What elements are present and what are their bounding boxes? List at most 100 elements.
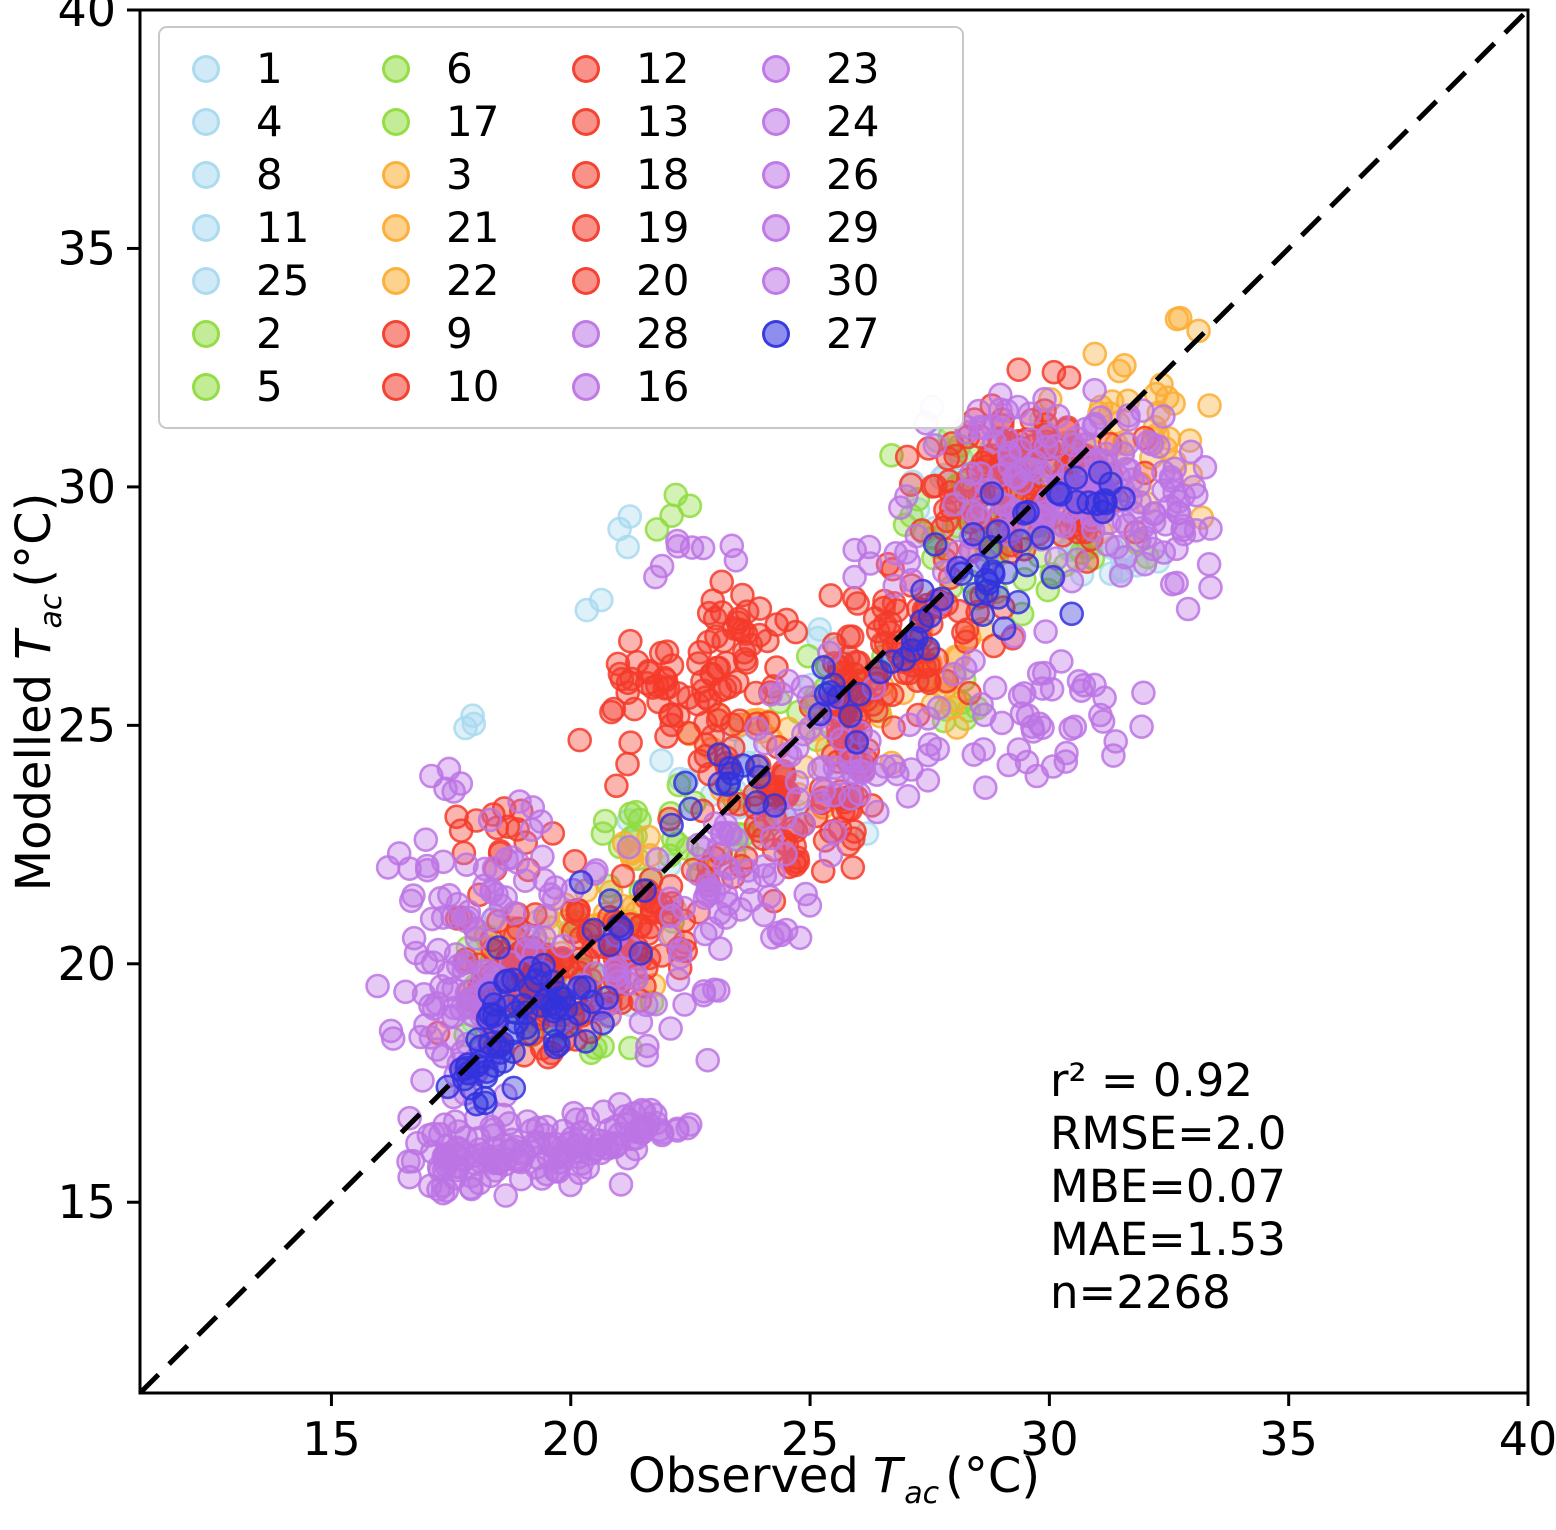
legend-label: 26 <box>826 149 880 199</box>
stats-line: MAE=1.53 <box>1050 1213 1286 1266</box>
data-point <box>844 729 870 755</box>
data-point <box>618 801 643 827</box>
data-point <box>865 618 891 644</box>
data-point <box>617 628 643 654</box>
stats-line: n=2268 <box>1050 1266 1231 1319</box>
data-point <box>627 1115 653 1141</box>
legend-item-9: 9 <box>366 307 556 360</box>
data-point <box>836 624 862 650</box>
legend-label: 4 <box>256 96 283 146</box>
legend-item-24: 24 <box>746 95 936 148</box>
data-point <box>481 1003 507 1028</box>
legend-item-16: 16 <box>556 360 746 413</box>
legend-marker-icon <box>382 54 410 83</box>
data-point <box>513 937 539 963</box>
data-point <box>590 821 616 846</box>
data-point <box>1116 457 1142 483</box>
data-point <box>665 967 691 993</box>
data-point <box>1151 404 1176 429</box>
stats-line: MBE=0.07 <box>1050 1160 1287 1213</box>
data-point <box>375 855 401 880</box>
data-point <box>1098 471 1123 497</box>
data-point <box>1056 365 1082 390</box>
data-point <box>961 521 986 547</box>
legend-label: 6 <box>446 43 473 93</box>
data-point <box>747 596 773 621</box>
data-point <box>615 751 640 777</box>
legend-marker-icon <box>762 266 790 295</box>
data-point <box>628 1010 654 1035</box>
data-point <box>752 730 778 756</box>
legend-item-1: 1 <box>176 42 366 95</box>
data-point <box>397 1164 422 1190</box>
data-point <box>419 763 444 789</box>
legend-marker-icon <box>382 266 410 295</box>
data-point <box>441 976 467 1002</box>
data-point <box>594 985 620 1011</box>
legend-label: 11 <box>256 202 310 252</box>
legend-item-21: 21 <box>366 201 556 254</box>
data-point <box>1175 596 1201 622</box>
legend-marker-icon <box>762 54 790 83</box>
data-point <box>493 969 518 995</box>
data-point <box>705 978 731 1003</box>
data-point <box>841 585 867 611</box>
data-point <box>883 540 909 566</box>
data-point <box>724 669 750 695</box>
data-point <box>565 1134 590 1159</box>
data-point <box>658 903 684 929</box>
data-point <box>758 682 784 707</box>
data-point <box>673 770 698 796</box>
data-point <box>1151 540 1177 565</box>
data-point <box>1082 411 1108 437</box>
data-point <box>507 789 532 814</box>
data-point <box>472 856 498 882</box>
data-point <box>997 440 1023 466</box>
data-point <box>894 484 919 509</box>
data-point <box>695 1047 721 1073</box>
legend-label: 19 <box>636 202 690 252</box>
data-point <box>522 924 548 950</box>
data-point <box>635 1033 660 1059</box>
legend-label: 27 <box>826 308 880 358</box>
legend-item-11: 11 <box>176 201 366 254</box>
data-point <box>540 991 565 1017</box>
legend-marker-icon <box>762 160 790 189</box>
data-point <box>416 1123 442 1148</box>
legend-marker-icon <box>762 107 790 136</box>
data-point <box>1136 429 1161 455</box>
data-point <box>1065 547 1090 573</box>
data-point <box>910 578 935 604</box>
legend-label: 2 <box>256 308 283 358</box>
legend-label: 17 <box>446 96 500 146</box>
data-point <box>915 767 941 793</box>
y-tick-label: 30 <box>57 460 116 514</box>
data-point <box>428 885 453 911</box>
data-point <box>431 1157 457 1182</box>
legend-label: 20 <box>636 255 690 305</box>
data-point <box>678 796 703 822</box>
data-point <box>900 627 926 653</box>
legend-label: 8 <box>256 149 283 199</box>
data-point <box>1160 571 1185 597</box>
data-point <box>675 1115 701 1141</box>
data-point <box>785 786 811 812</box>
data-point <box>624 966 649 992</box>
legend-marker-icon <box>382 372 410 401</box>
y-axis-symbol-sub: ac <box>33 593 69 629</box>
data-point <box>1045 403 1071 429</box>
data-point <box>604 773 629 799</box>
data-point <box>574 597 600 623</box>
data-point <box>1130 398 1155 423</box>
data-point <box>597 932 623 958</box>
data-point <box>1059 601 1084 627</box>
data-point <box>444 804 469 830</box>
data-point <box>768 922 794 948</box>
legend-item-25: 25 <box>176 254 366 307</box>
data-point <box>941 661 967 687</box>
data-point <box>744 716 770 742</box>
legend-label: 9 <box>446 308 473 358</box>
legend-marker-icon <box>192 107 220 136</box>
data-point <box>558 1172 583 1198</box>
data-point <box>454 852 479 878</box>
